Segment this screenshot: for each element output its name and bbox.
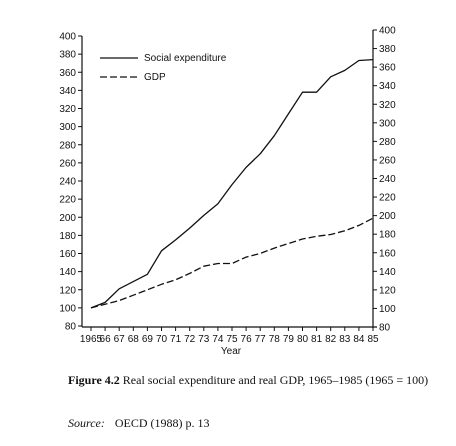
left-tick-label: 300: [59, 122, 76, 133]
figure-caption-text: Real social expenditure and real GDP, 19…: [122, 373, 429, 387]
right-tick-label: 80: [379, 323, 391, 334]
chart-axes: [81, 30, 377, 328]
right-tick-label: 180: [379, 230, 396, 241]
x-tick-label: 77: [255, 334, 267, 345]
left-tick-label: 200: [59, 213, 76, 224]
source-label: Source:: [68, 416, 105, 430]
right-tick-label: 120: [379, 285, 396, 296]
left-tick-label: 180: [59, 231, 76, 242]
left-tick-label: 320: [59, 104, 76, 115]
series-line-gdp: [90, 217, 374, 309]
left-tick-label: 100: [59, 303, 76, 314]
right-tick-label: 320: [379, 100, 396, 111]
right-tick-label: 380: [379, 44, 396, 55]
x-tick-label: 85: [367, 334, 379, 345]
right-tick-label: 140: [379, 267, 396, 278]
x-tick-label: 84: [353, 334, 365, 345]
right-tick-label: 200: [379, 211, 396, 222]
right-tick-label: 300: [379, 118, 396, 129]
left-tick-label: 380: [59, 50, 76, 61]
left-tick-label: 220: [59, 195, 76, 206]
left-tick-label: 140: [59, 267, 76, 278]
source-text: OECD (1988) p. 13: [114, 416, 210, 430]
left-tick-label: 260: [59, 158, 76, 169]
left-tick-label: 360: [59, 68, 76, 79]
left-y-axis: 80 100 120 140 160 180 200 220 240 260 280 300 320 34…: [59, 32, 82, 333]
right-tick-label: 160: [379, 248, 396, 259]
right-tick-label: 400: [379, 26, 396, 37]
x-tick-label: 73: [198, 334, 210, 345]
x-tick-label: 66: [100, 334, 112, 345]
series-line-social-expenditure: [90, 58, 374, 309]
x-tick-label: 78: [269, 334, 281, 345]
x-tick-label: 76: [241, 334, 253, 345]
left-tick-label: 120: [59, 285, 76, 296]
right-y-axis: 80 100 120 140 160 180 200 220 240 260 280 300 320 34…: [373, 26, 396, 334]
left-tick-label: 160: [59, 249, 76, 260]
right-tick-label: 360: [379, 63, 396, 74]
left-tick-label: 80: [65, 322, 77, 333]
x-tick-label: 71: [170, 334, 182, 345]
x-tick-label: 72: [184, 334, 196, 345]
x-tick-label: 69: [142, 334, 154, 345]
right-tick-label: 100: [379, 304, 396, 315]
x-tick-label: 81: [311, 334, 323, 345]
x-tick-label: 83: [339, 334, 351, 345]
right-tick-label: 260: [379, 155, 396, 166]
right-tick-label: 280: [379, 137, 396, 148]
legend-label-gdp: GDP: [144, 72, 166, 83]
left-tick-label: 280: [59, 140, 76, 151]
right-tick-label: 220: [379, 193, 396, 204]
figure-label: Figure 4.2: [68, 373, 120, 387]
x-tick-label: 67: [114, 334, 126, 345]
left-tick-label: 400: [59, 32, 76, 43]
figure-caption: Figure 4.2 Real social expenditure and r…: [68, 373, 438, 388]
legend-label-social-expenditure: Social expenditure: [144, 53, 227, 64]
x-tick-label: 68: [128, 334, 140, 345]
x-tick-label: 1965: [80, 334, 103, 345]
x-tick-label: 79: [283, 334, 295, 345]
x-tick-label: 80: [297, 334, 309, 345]
right-tick-label: 240: [379, 174, 396, 185]
chart-legend: Social expenditure GDP: [100, 53, 227, 83]
right-tick-label: 340: [379, 81, 396, 92]
x-axis-title: Year: [221, 346, 242, 357]
chart-series: [90, 58, 374, 309]
source-note: Source: OECD (1988) p. 13: [68, 416, 210, 431]
line-chart: 80 100 120 140 160 180 200 220 240 260 280 300 320 34…: [59, 26, 396, 358]
x-tick-label: 75: [226, 334, 238, 345]
left-tick-label: 340: [59, 86, 76, 97]
x-tick-label: 82: [325, 334, 337, 345]
x-tick-label: 74: [212, 334, 224, 345]
left-tick-label: 240: [59, 177, 76, 188]
x-tick-label: 70: [156, 334, 168, 345]
